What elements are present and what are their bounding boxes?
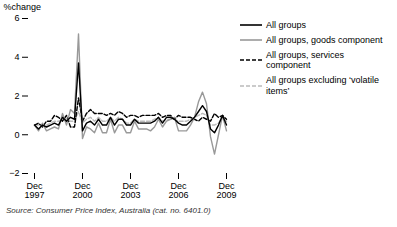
svg-text:%change: %change bbox=[4, 2, 42, 12]
svg-text:4: 4 bbox=[14, 52, 19, 62]
svg-text:Dec2006: Dec2006 bbox=[168, 181, 188, 200]
svg-text:Dec2000: Dec2000 bbox=[72, 181, 92, 200]
html-text:Source: Consumer Price Index,: Source: Consumer Price Index, Australia … bbox=[6, 206, 211, 215]
svg-text:Dec1997: Dec1997 bbox=[24, 181, 44, 200]
html-text:All groups, goods component: All groups, goods component bbox=[266, 34, 383, 45]
html-text:All groups excluding ‘volatile: All groups excluding ‘volatile items’ bbox=[266, 75, 380, 96]
svg-text:2: 2 bbox=[14, 91, 19, 101]
html-text:All groups, services component: All groups, services component bbox=[266, 49, 344, 71]
svg-text:Dec2003: Dec2003 bbox=[120, 181, 140, 200]
svg-text:−2: −2 bbox=[9, 168, 19, 178]
svg-text:Dec2009: Dec2009 bbox=[216, 181, 236, 200]
html-text:All groups: All groups bbox=[266, 20, 306, 30]
svg-text:6: 6 bbox=[14, 13, 19, 23]
svg-text:0: 0 bbox=[14, 130, 19, 140]
